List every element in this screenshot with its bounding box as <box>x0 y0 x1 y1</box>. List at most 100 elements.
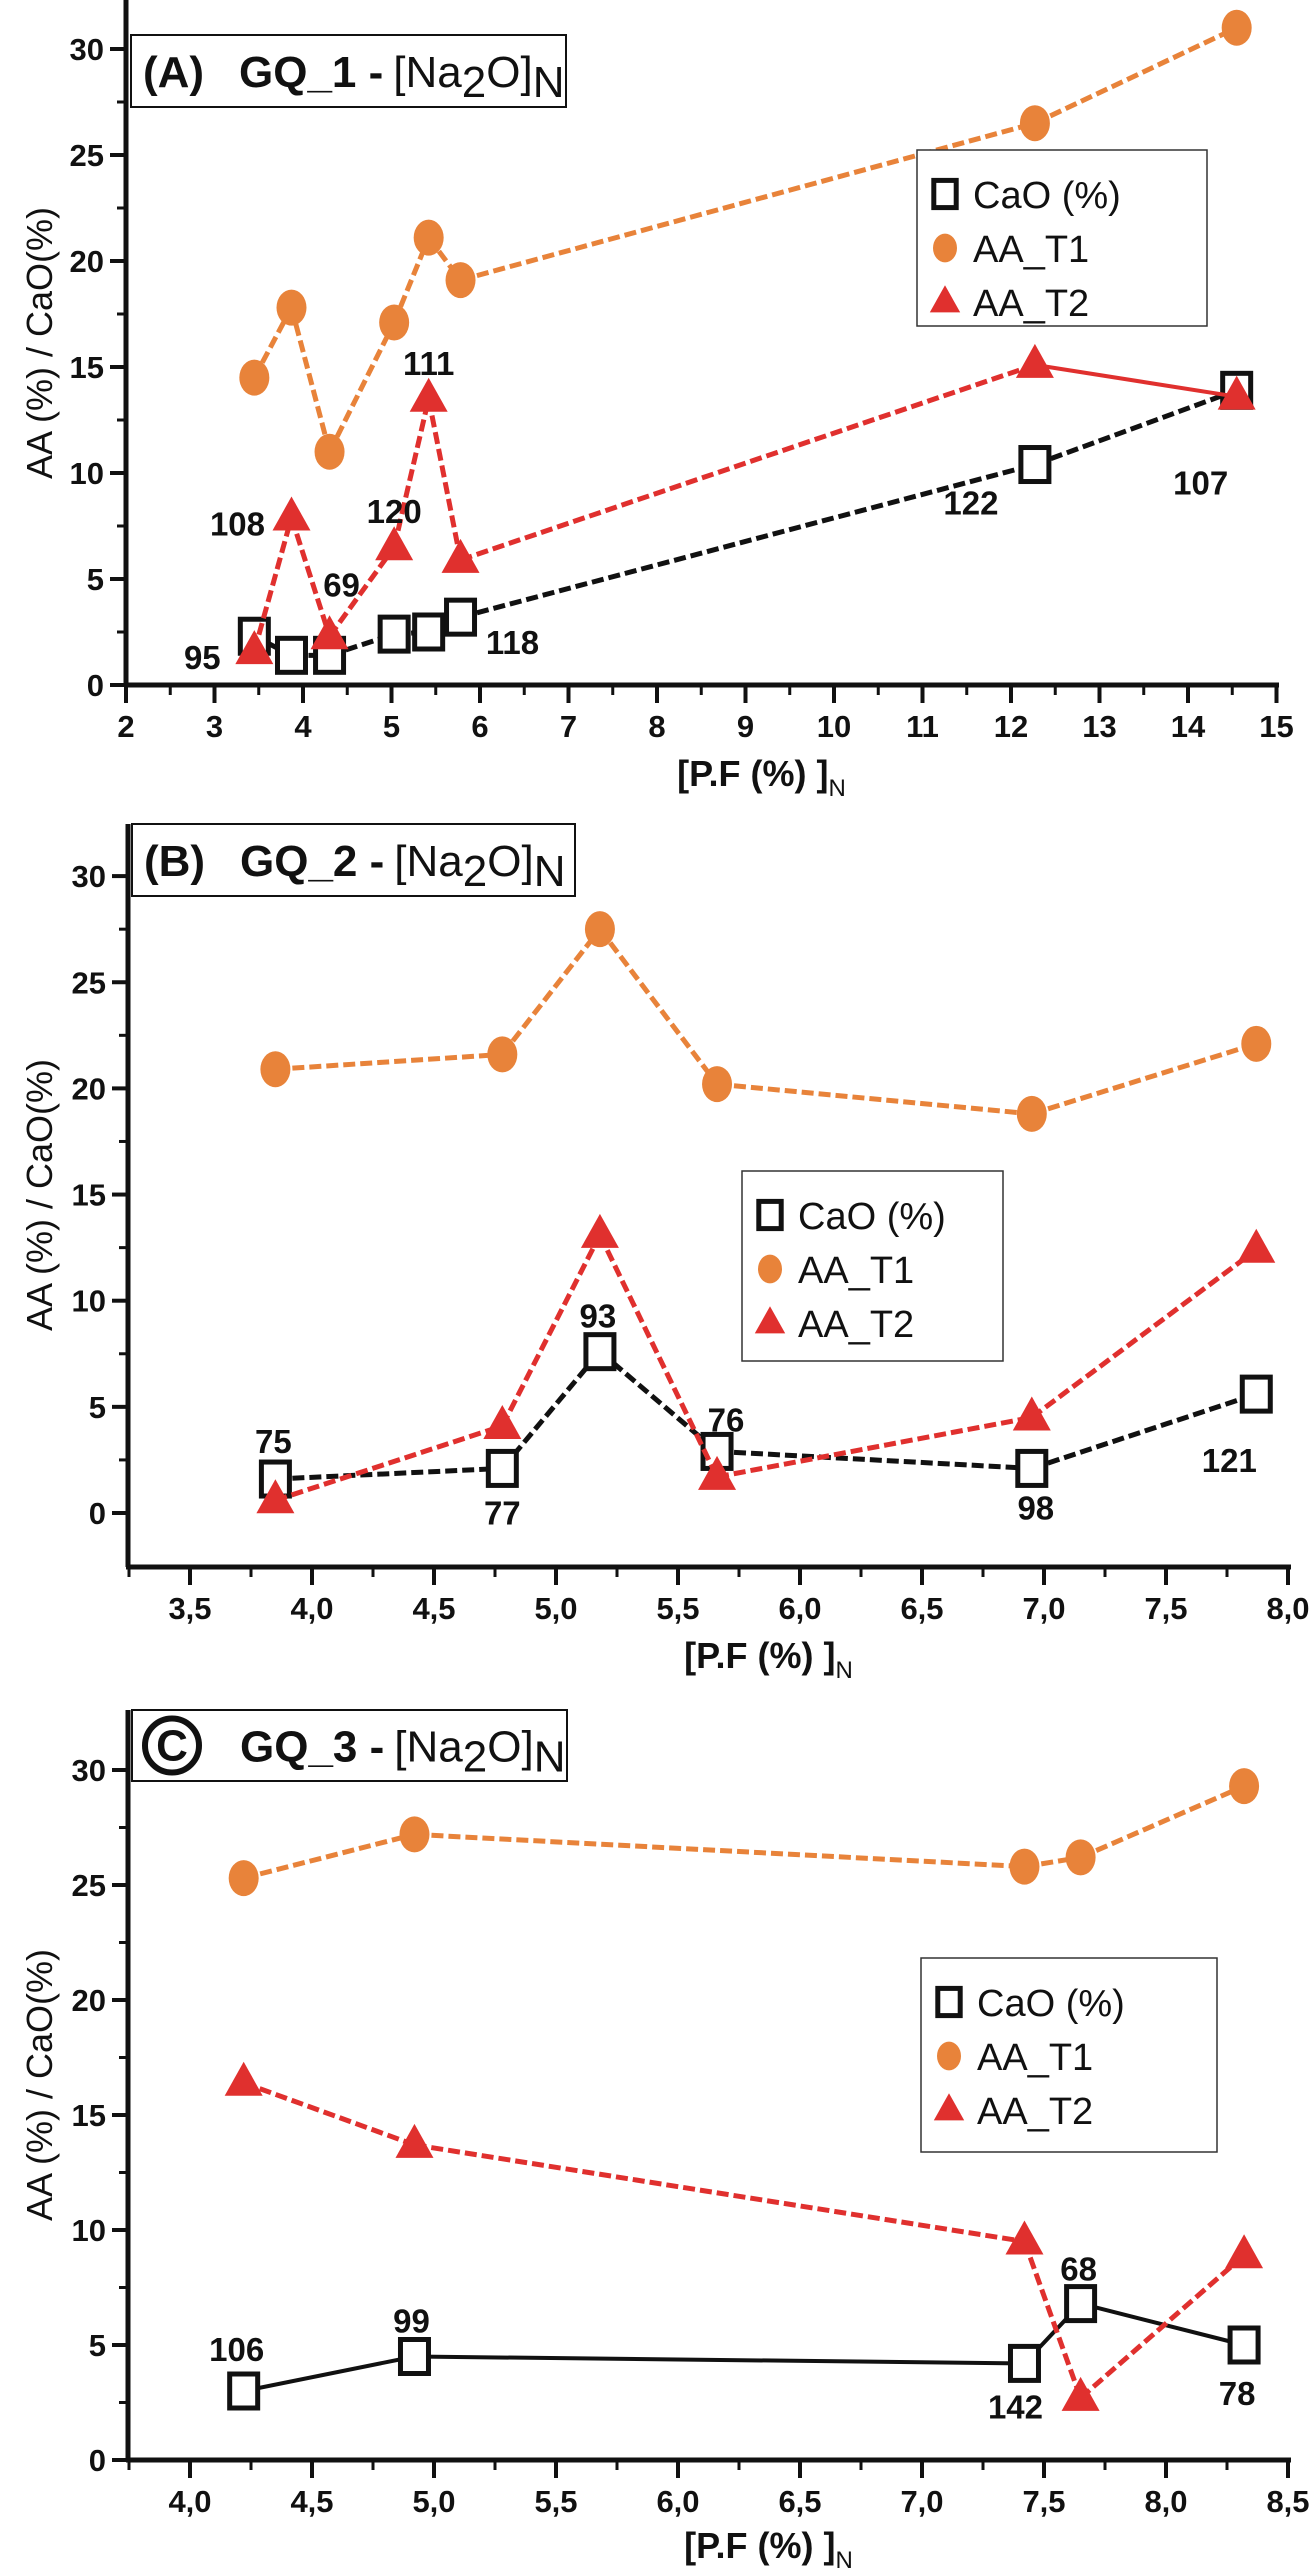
series-line-segment <box>716 1081 1033 1117</box>
data-point-triangle <box>1061 2376 1100 2411</box>
panel-title: GQ_2 - [Na2O]N <box>240 837 565 896</box>
y-tick-label: 15 <box>72 1178 106 1213</box>
series-line-segment <box>1031 1391 1258 1471</box>
data-point-label: 122 <box>943 485 998 522</box>
data-point-square <box>1239 1374 1273 1414</box>
data-point-triangle <box>310 615 349 650</box>
data-point-label: 68 <box>1060 2251 1097 2288</box>
panel-letter-circle <box>142 1715 202 1776</box>
x-tick-label: 6,5 <box>778 2484 821 2519</box>
x-tick-label: 15 <box>1259 709 1293 744</box>
data-point-label: 98 <box>1017 1489 1054 1526</box>
x-tick-label: 4,0 <box>168 2484 211 2519</box>
title-formula-subscript: N <box>534 847 566 896</box>
legend-label: CaO (%) <box>977 1983 1125 2025</box>
series-line-segment <box>426 398 463 561</box>
data-point-label: 118 <box>486 624 539 661</box>
data-point-label: 69 <box>323 566 360 603</box>
x-axis-label-main: [P.F (%) ] <box>684 1635 835 1676</box>
data-point-triangle <box>580 1213 619 1248</box>
series-line-segment <box>1078 2253 1246 2400</box>
series-line-segment <box>500 927 602 1056</box>
data-point-triangle <box>409 377 448 412</box>
legend-item: CaO (%) <box>935 1983 1125 2025</box>
data-point-square <box>756 1198 784 1232</box>
series-line-segment <box>597 1233 720 1478</box>
panel-sample-name: GQ_2 - <box>240 837 384 886</box>
series-line-segment <box>1033 25 1238 126</box>
series-line-segment <box>274 1423 504 1503</box>
panel-title-box <box>130 34 567 108</box>
x-axis-label-subscript: N <box>836 1657 853 1684</box>
series-cao <box>237 370 1254 675</box>
x-tick-label: 8 <box>648 709 665 744</box>
data-point-circle <box>702 1066 733 1103</box>
data-point-circle <box>1019 105 1050 142</box>
series-line-segment <box>243 2354 415 2393</box>
title-formula-close: O] <box>487 1723 533 1772</box>
x-axis-label-subscript: N <box>829 775 846 802</box>
title-formula-sub: 2 <box>463 847 487 896</box>
series-line-segment <box>251 516 294 652</box>
x-tick-label: 4,5 <box>412 1591 455 1626</box>
x-tick-label: 6 <box>471 709 488 744</box>
data-point-label: 107 <box>1173 464 1228 501</box>
x-tick-label: 7,0 <box>1022 1591 1065 1626</box>
y-tick-label: 30 <box>70 32 104 67</box>
data-point-triangle <box>1005 2220 1044 2255</box>
series-line-segment <box>327 321 397 453</box>
legend-label: AA_T2 <box>798 1304 914 1346</box>
panel-letter: (A) <box>143 48 204 97</box>
series-cao <box>227 2284 1261 2411</box>
data-point-square <box>583 1332 617 1372</box>
series-line-segment <box>243 1831 416 1881</box>
data-point-circle <box>758 1254 782 1284</box>
series-line-segment <box>289 516 332 638</box>
data-point-circle <box>584 911 615 948</box>
data-point-square <box>1018 445 1052 485</box>
series-line-segment <box>414 1831 1025 1870</box>
x-tick-label: 8,0 <box>1266 1591 1309 1626</box>
legend: CaO (%) AA_T1 AA_T2 <box>916 149 1208 327</box>
data-point-circle <box>399 1816 430 1853</box>
data-point-square <box>485 1448 519 1488</box>
title-formula-subscript: N <box>533 58 565 107</box>
data-point-triangle <box>698 1455 737 1490</box>
panel-sample-name: GQ_1 - <box>239 48 383 97</box>
y-tick-label: 5 <box>87 562 104 597</box>
title-formula-close: O] <box>487 837 533 886</box>
y-tick-label: 0 <box>89 1496 106 1531</box>
data-point-label: 121 <box>1202 1442 1257 1479</box>
data-point-label: 111 <box>403 345 454 382</box>
data-point-triangle <box>1225 2234 1264 2269</box>
title-formula-close: O] <box>486 48 532 97</box>
data-point-square <box>1007 2343 1041 2383</box>
y-tick-label: 25 <box>70 138 104 173</box>
data-point-square <box>931 177 959 211</box>
series-aa-t2 <box>256 1213 1276 1514</box>
data-point-square <box>1064 2284 1098 2324</box>
data-point-circle <box>379 304 410 341</box>
y-tick-label: 5 <box>89 1390 106 1425</box>
data-point-circle <box>1016 1095 1047 1132</box>
data-point-label: 142 <box>988 2388 1043 2425</box>
x-tick-label: 10 <box>817 709 851 744</box>
series-line-segment <box>1034 387 1238 467</box>
legend-label: AA_T2 <box>973 283 1089 325</box>
data-point-circle <box>1241 1025 1272 1062</box>
data-point-square <box>412 612 446 652</box>
panel-title-box <box>131 823 576 897</box>
data-point-triangle <box>929 285 961 313</box>
x-tick-label: 2 <box>117 709 134 744</box>
series-line-segment <box>459 362 1036 563</box>
x-axis-label-main: [P.F (%) ] <box>684 2525 835 2566</box>
data-point-circle <box>1009 1848 1040 1885</box>
data-point-square <box>397 2337 431 2376</box>
x-tick-label: 5,5 <box>534 2484 577 2519</box>
legend-item: AA_T2 <box>929 283 1089 325</box>
x-tick-label: 3,5 <box>168 1591 211 1626</box>
data-point-square <box>935 1985 963 2019</box>
data-point-square <box>1015 1448 1049 1488</box>
